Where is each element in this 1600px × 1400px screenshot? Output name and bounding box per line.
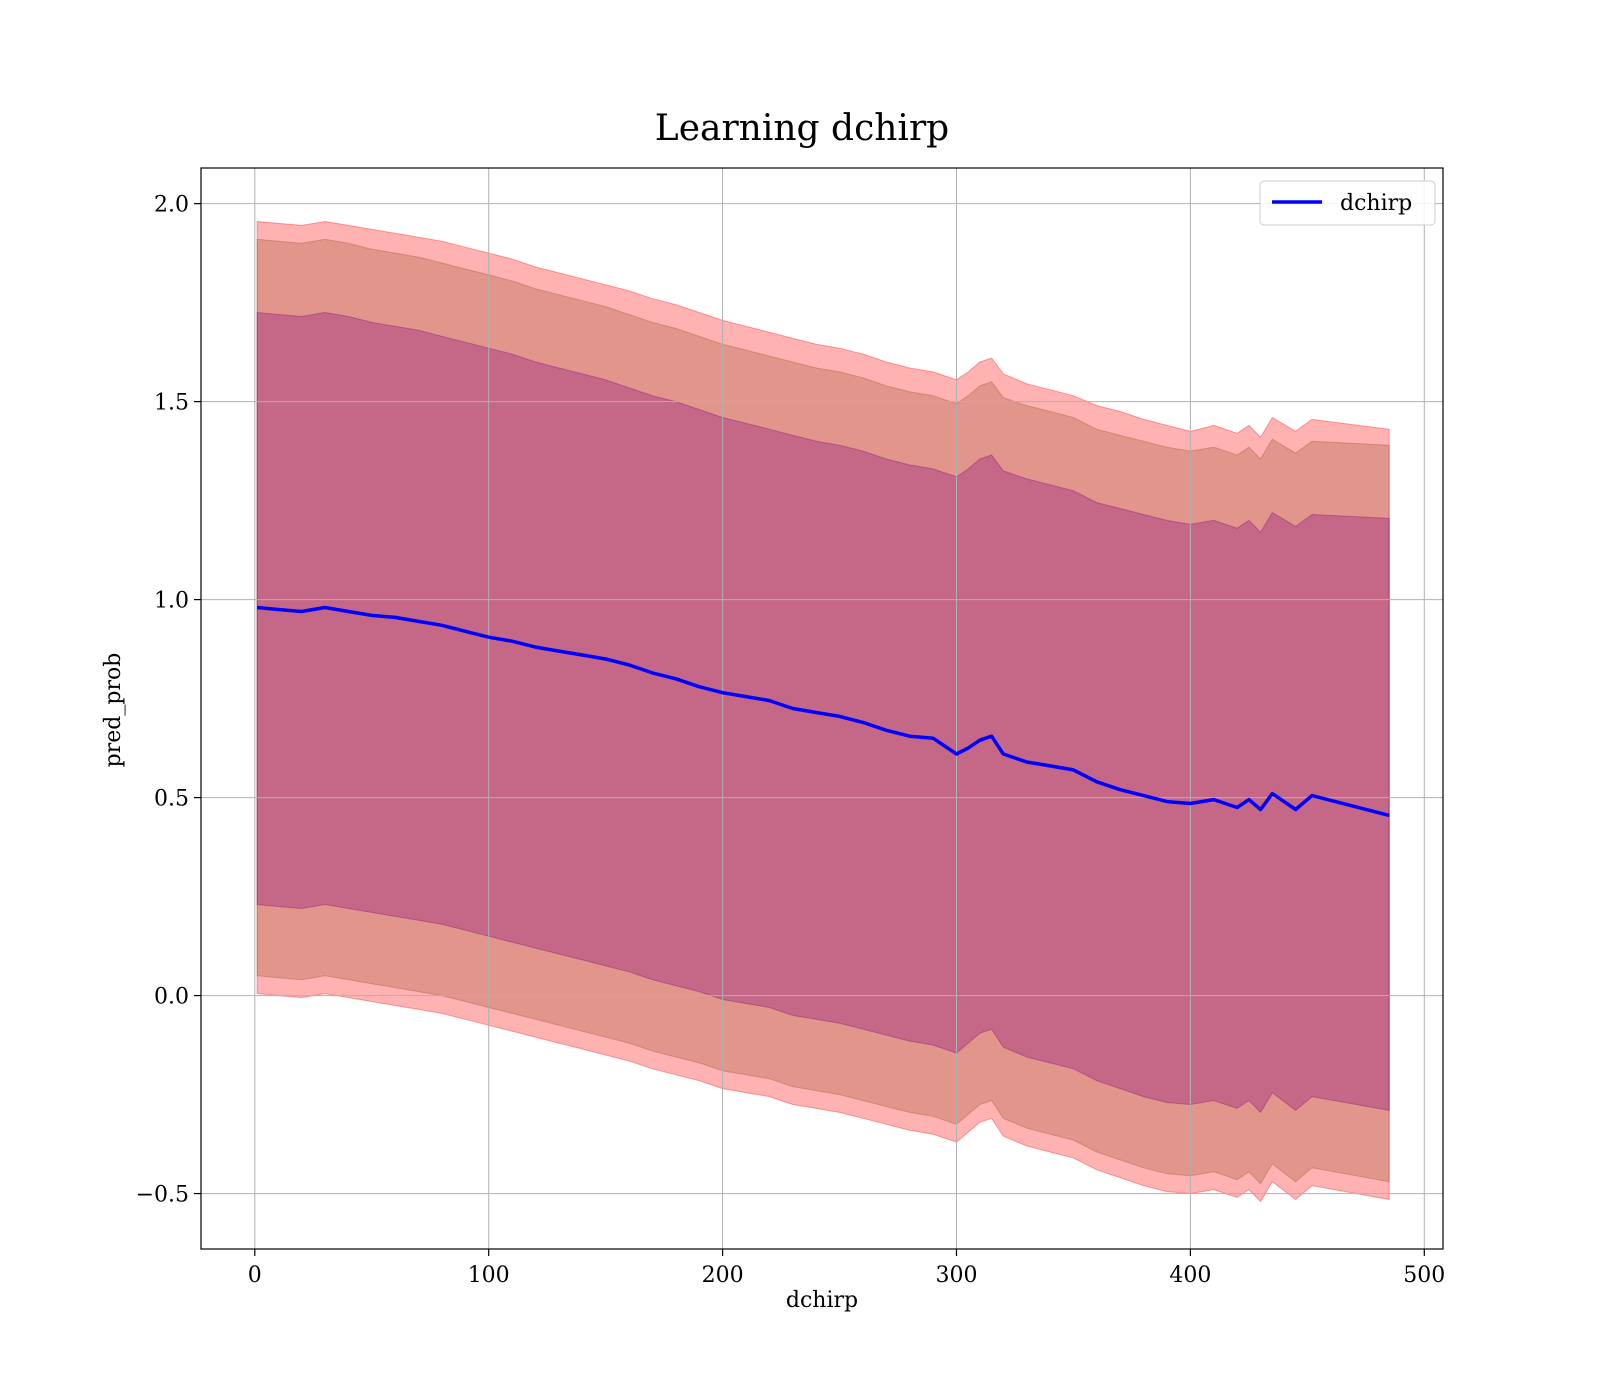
legend-label-dchirp: dchirp [1340, 191, 1412, 216]
legend-box [1259, 180, 1436, 226]
y-tick-label: 0.0 [154, 985, 189, 1010]
y-axis-label: pred_prob [101, 653, 126, 768]
x-tick-label: 500 [1403, 1263, 1445, 1288]
x-ticks: 0 100 200 300 400 500 [248, 1249, 1445, 1288]
grid-lines [201, 168, 1443, 1249]
series-line-dchirp [256, 605, 1390, 818]
confidence-bands [256, 220, 1390, 1203]
x-tick-label: 300 [935, 1263, 977, 1288]
band-outer [256, 220, 1390, 1203]
band-middle [256, 238, 1390, 1185]
y-ticks: −0.5 0.0 0.5 1.0 1.5 2.0 [136, 193, 201, 1208]
y-tick-label: −0.5 [136, 1183, 189, 1208]
y-tick-label: 0.5 [154, 787, 189, 812]
x-tick-label: 0 [248, 1263, 262, 1288]
y-tick-label: 2.0 [154, 193, 189, 218]
y-tick-label: 1.0 [154, 589, 189, 614]
x-tick-label: 400 [1169, 1263, 1211, 1288]
chart-title: Learning dchirp [655, 108, 949, 149]
x-tick-label: 100 [468, 1263, 510, 1288]
x-tick-label: 200 [702, 1263, 744, 1288]
legend: dchirp [1259, 180, 1436, 226]
plot-frame [200, 167, 1444, 1250]
x-axis-label: dchirp [786, 1288, 858, 1313]
y-tick-label: 1.5 [154, 391, 189, 416]
series-lines [256, 605, 1390, 818]
